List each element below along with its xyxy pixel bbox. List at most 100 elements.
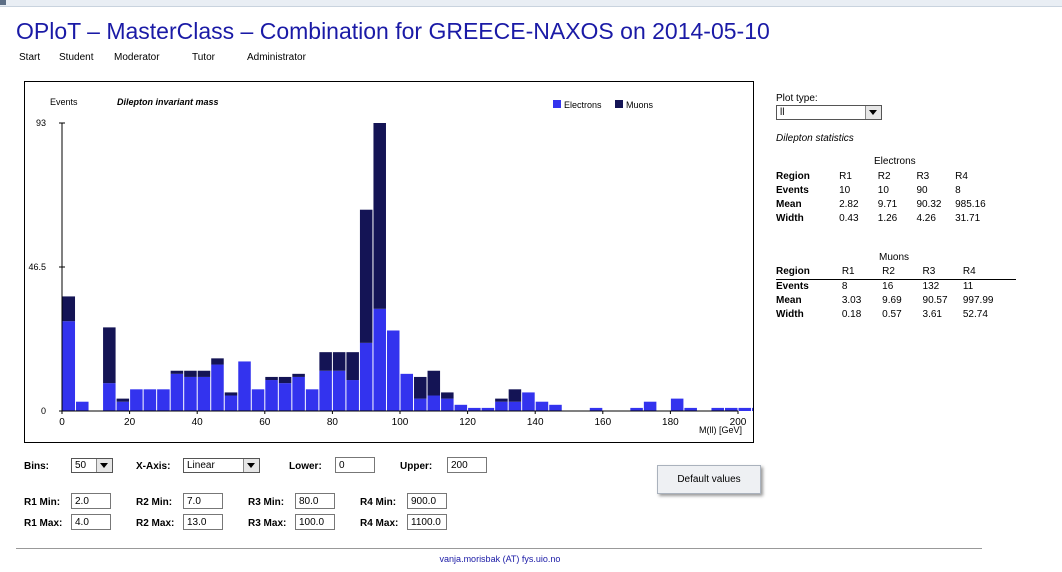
r2-min-input[interactable] — [183, 493, 223, 509]
stats-cell: 8 — [841, 280, 848, 292]
electrons-table-title: Electrons — [874, 156, 916, 167]
histogram-svg: 0 20 40 60 80 100 120 140 160 180 200 0 46.5 93 Even… — [28, 97, 753, 435]
histogram-chart: 0 20 40 60 80 100 120 140 160 180 200 0 46.5 93 Even… — [24, 81, 754, 443]
bins-value: 50 — [75, 460, 87, 471]
upper-input[interactable] — [447, 457, 487, 473]
r3-max-label: R3 Max: — [248, 518, 287, 529]
legend-electrons-label: Electrons — [564, 100, 602, 110]
default-values-button[interactable]: Default values — [657, 465, 761, 494]
r2-max-label: R2 Max: — [136, 518, 175, 529]
x-axis-type-label: X-Axis: — [136, 461, 171, 472]
chevron-down-icon — [865, 106, 881, 119]
stats-row-label: Events — [776, 184, 809, 196]
bar-muons — [278, 376, 292, 384]
browser-top-strip — [0, 0, 1062, 7]
x-tick-label: 0 — [59, 417, 65, 428]
r1-max-label: R1 Max: — [24, 518, 63, 529]
r3-max-input[interactable] — [295, 514, 335, 530]
lower-input[interactable] — [335, 457, 375, 473]
stats-header-cell: Region — [776, 170, 810, 182]
nav-student-link[interactable]: Student — [59, 52, 94, 63]
bar-electrons — [170, 373, 184, 411]
lower-label: Lower: — [289, 461, 322, 472]
bar-electrons — [332, 370, 346, 411]
plot-type-select[interactable]: ll — [776, 105, 882, 120]
bar-electrons — [400, 373, 414, 411]
x-tick-label: 60 — [259, 417, 271, 428]
bar-electrons — [103, 383, 116, 411]
stats-cell: 90.57 — [922, 294, 948, 306]
bins-label: Bins: — [24, 461, 49, 472]
r3-min-input[interactable] — [295, 493, 335, 509]
x-tick-label: 20 — [124, 417, 136, 428]
stats-cell: 52.74 — [962, 308, 988, 320]
bar-electrons — [468, 407, 481, 411]
bar-muons — [373, 123, 386, 309]
stats-header-cell: R3 — [922, 265, 963, 280]
bar-electrons — [427, 395, 441, 411]
stats-cell: 0.43 — [839, 212, 859, 224]
r2-max-input[interactable] — [183, 514, 223, 530]
x-axis-type-value: Linear — [187, 460, 215, 471]
stats-cell: 3.61 — [922, 308, 942, 320]
stats-cell: 985.16 — [955, 198, 986, 210]
bar-electrons — [157, 389, 170, 411]
bar-muons — [495, 398, 508, 402]
page-title: OPloT – MasterClass – Combination for GR… — [16, 18, 770, 44]
x-tick-label: 160 — [594, 417, 611, 428]
r1-max-input[interactable] — [71, 514, 111, 530]
r1-min-label: R1 Min: — [24, 497, 61, 508]
legend-electrons-swatch — [553, 100, 561, 108]
nav-tutor-link[interactable]: Tutor — [192, 52, 215, 63]
bar-muons — [414, 376, 427, 399]
stats-row-label: Events — [776, 280, 809, 292]
bar-electrons — [197, 376, 211, 411]
bar-muons — [359, 209, 373, 343]
stats-header-row: Region R1 R2 R3 R4 — [776, 170, 1006, 184]
x-tick-label: 200 — [730, 417, 747, 428]
bar-electrons — [76, 401, 89, 411]
stats-row-label: Width — [776, 212, 804, 224]
stats-header-cell: R4 — [955, 170, 968, 182]
bar-muons — [103, 327, 116, 384]
r4-max-input[interactable] — [407, 514, 447, 530]
bar-electrons — [373, 308, 386, 411]
r2-min-label: R2 Min: — [136, 497, 173, 508]
bar-muons — [116, 398, 130, 402]
bar-electrons — [292, 376, 305, 411]
x-axis-type-select[interactable]: Linear — [183, 458, 260, 473]
bar-electrons — [454, 404, 468, 411]
stats-header-cell: R2 — [882, 265, 923, 280]
nav-administrator-link[interactable]: Administrator — [247, 52, 306, 63]
bar-muons — [197, 370, 211, 377]
bar-muons — [292, 373, 305, 377]
bar-electrons — [414, 398, 427, 411]
chevron-down-icon — [243, 459, 259, 472]
bar-electrons — [711, 407, 724, 411]
nav-moderator-link[interactable]: Moderator — [114, 52, 160, 63]
stats-header-cell: R2 — [877, 170, 891, 182]
x-tick-label: 120 — [459, 417, 476, 428]
bar-muons — [265, 376, 278, 381]
stats-cell: 0.18 — [841, 308, 862, 320]
bar-muons — [441, 392, 454, 399]
stats-header-cell: R4 — [962, 265, 1016, 280]
bar-electrons — [184, 376, 197, 411]
r1-min-input[interactable] — [71, 493, 111, 509]
bar-muons — [170, 370, 184, 374]
nav-start-link[interactable]: Start — [19, 52, 41, 63]
bar-muons — [427, 370, 441, 396]
bar-electrons — [130, 389, 143, 411]
bar-electrons — [522, 392, 535, 411]
bar-electrons — [305, 389, 319, 411]
bar-electrons — [643, 401, 657, 411]
r4-min-input[interactable] — [407, 493, 447, 509]
muons-table-title: Muons — [879, 252, 910, 263]
stats-row: Mean 2.82 9.71 90.32 985.16 — [776, 198, 1006, 212]
legend-muons-swatch — [615, 100, 623, 108]
r3-min-label: R3 Min: — [248, 497, 285, 508]
y-tick-label: 93 — [36, 118, 46, 128]
bar-electrons — [508, 401, 522, 411]
stats-cell: 8 — [955, 184, 961, 196]
bins-select[interactable]: 50 — [71, 458, 113, 473]
